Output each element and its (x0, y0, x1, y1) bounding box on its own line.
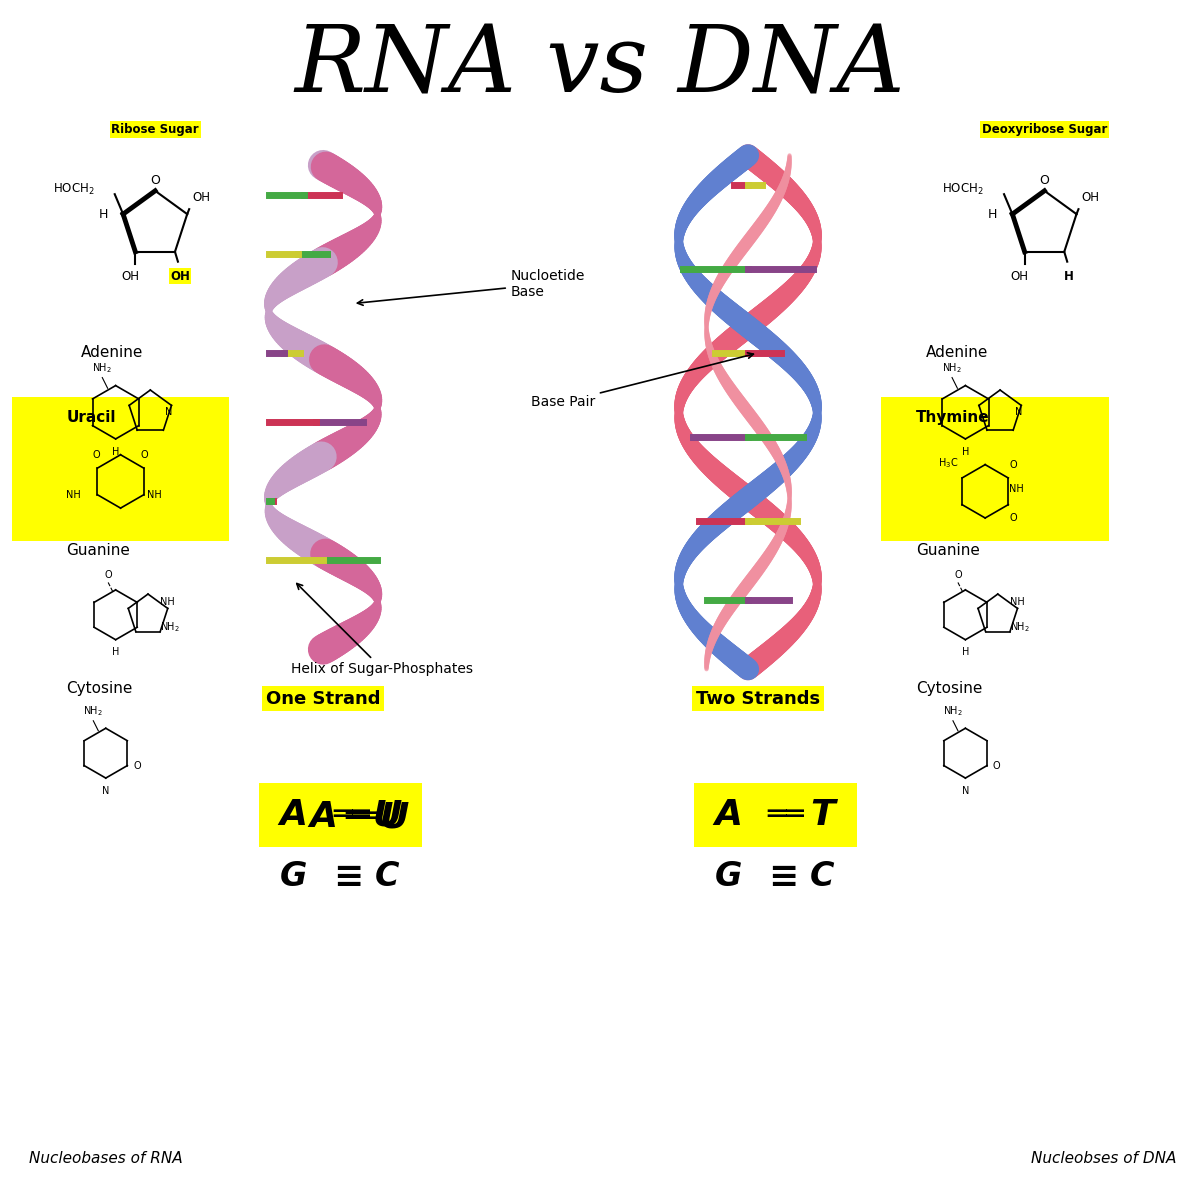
FancyBboxPatch shape (882, 397, 1109, 541)
Text: O: O (1039, 174, 1049, 187)
Text: One Strand: One Strand (266, 690, 380, 708)
Text: O: O (150, 174, 160, 187)
Text: Uracil: Uracil (66, 409, 115, 425)
Text: Helix of Sugar-Phosphates: Helix of Sugar-Phosphates (292, 583, 474, 676)
Text: NH: NH (66, 490, 80, 499)
Text: HOCH$_2$: HOCH$_2$ (942, 181, 984, 197)
Text: H: H (112, 446, 119, 457)
Text: Thymine: Thymine (916, 409, 990, 425)
FancyBboxPatch shape (12, 397, 229, 541)
FancyBboxPatch shape (694, 782, 857, 847)
Text: Cytosine: Cytosine (66, 682, 133, 696)
Text: T: T (810, 798, 834, 833)
Text: Guanine: Guanine (66, 544, 130, 558)
Text: U: U (379, 800, 409, 834)
Text: H: H (98, 208, 108, 221)
Text: NH: NH (148, 490, 162, 499)
Text: H$_3$C: H$_3$C (938, 456, 959, 470)
Text: NH$_2$: NH$_2$ (83, 704, 103, 719)
Text: H: H (112, 647, 119, 658)
Text: N: N (961, 786, 970, 796)
Text: H: H (1064, 270, 1074, 282)
Text: NH$_2$: NH$_2$ (92, 361, 113, 374)
Text: Base Pair: Base Pair (530, 353, 754, 409)
Text: HOCH$_2$: HOCH$_2$ (53, 181, 95, 197)
Text: O: O (992, 761, 1001, 770)
Text: N: N (102, 786, 109, 796)
Text: Guanine: Guanine (916, 544, 980, 558)
Text: NH$_2$: NH$_2$ (1010, 620, 1030, 634)
Text: ≡: ≡ (768, 859, 798, 894)
Text: ══: ══ (768, 800, 804, 830)
Text: C: C (810, 860, 834, 893)
Text: OH: OH (192, 191, 210, 204)
Text: RNA vs DNA: RNA vs DNA (294, 22, 905, 112)
Text: OH: OH (1010, 270, 1028, 282)
Text: H: H (961, 647, 970, 658)
Text: O: O (1009, 512, 1016, 523)
Text: Nucleobases of RNA: Nucleobases of RNA (29, 1151, 182, 1165)
Text: NH$_2$: NH$_2$ (161, 620, 180, 634)
Text: OH: OH (121, 270, 139, 282)
Text: C: C (376, 860, 400, 893)
Text: Adenine: Adenine (82, 346, 144, 360)
Text: O: O (954, 570, 961, 580)
Text: O: O (104, 570, 112, 580)
Text: G: G (280, 860, 307, 893)
Text: Nucleobses of DNA: Nucleobses of DNA (1031, 1151, 1176, 1165)
Text: A: A (310, 800, 337, 834)
Text: H: H (961, 446, 970, 457)
Text: ══: ══ (334, 800, 370, 830)
Text: Two Strands: Two Strands (696, 690, 820, 708)
Text: O: O (140, 450, 149, 460)
Text: N: N (166, 407, 173, 418)
Text: Nucloetide
Base: Nucloetide Base (358, 269, 586, 305)
Text: Cytosine: Cytosine (916, 682, 983, 696)
Text: A: A (280, 798, 307, 833)
Text: ══: ══ (344, 803, 382, 832)
Text: Adenine: Adenine (926, 346, 989, 360)
Text: N: N (1015, 407, 1022, 418)
Text: O: O (92, 450, 101, 460)
Text: U: U (373, 798, 402, 833)
Text: NH: NH (1009, 484, 1024, 493)
Text: H: H (989, 208, 997, 221)
Text: NH: NH (1010, 598, 1025, 607)
Text: NH$_2$: NH$_2$ (942, 361, 962, 374)
Text: ≡: ≡ (334, 859, 364, 894)
Text: G: G (714, 860, 742, 893)
Text: O: O (1009, 460, 1016, 470)
Text: Ribose Sugar: Ribose Sugar (112, 124, 199, 136)
Text: A: A (714, 798, 743, 833)
Text: NH$_2$: NH$_2$ (943, 704, 962, 719)
Text: O: O (133, 761, 140, 770)
Text: NH: NH (161, 598, 175, 607)
Text: OH: OH (1081, 191, 1099, 204)
Text: Deoxyribose Sugar: Deoxyribose Sugar (982, 124, 1108, 136)
FancyBboxPatch shape (259, 782, 422, 847)
Text: OH: OH (170, 270, 190, 282)
